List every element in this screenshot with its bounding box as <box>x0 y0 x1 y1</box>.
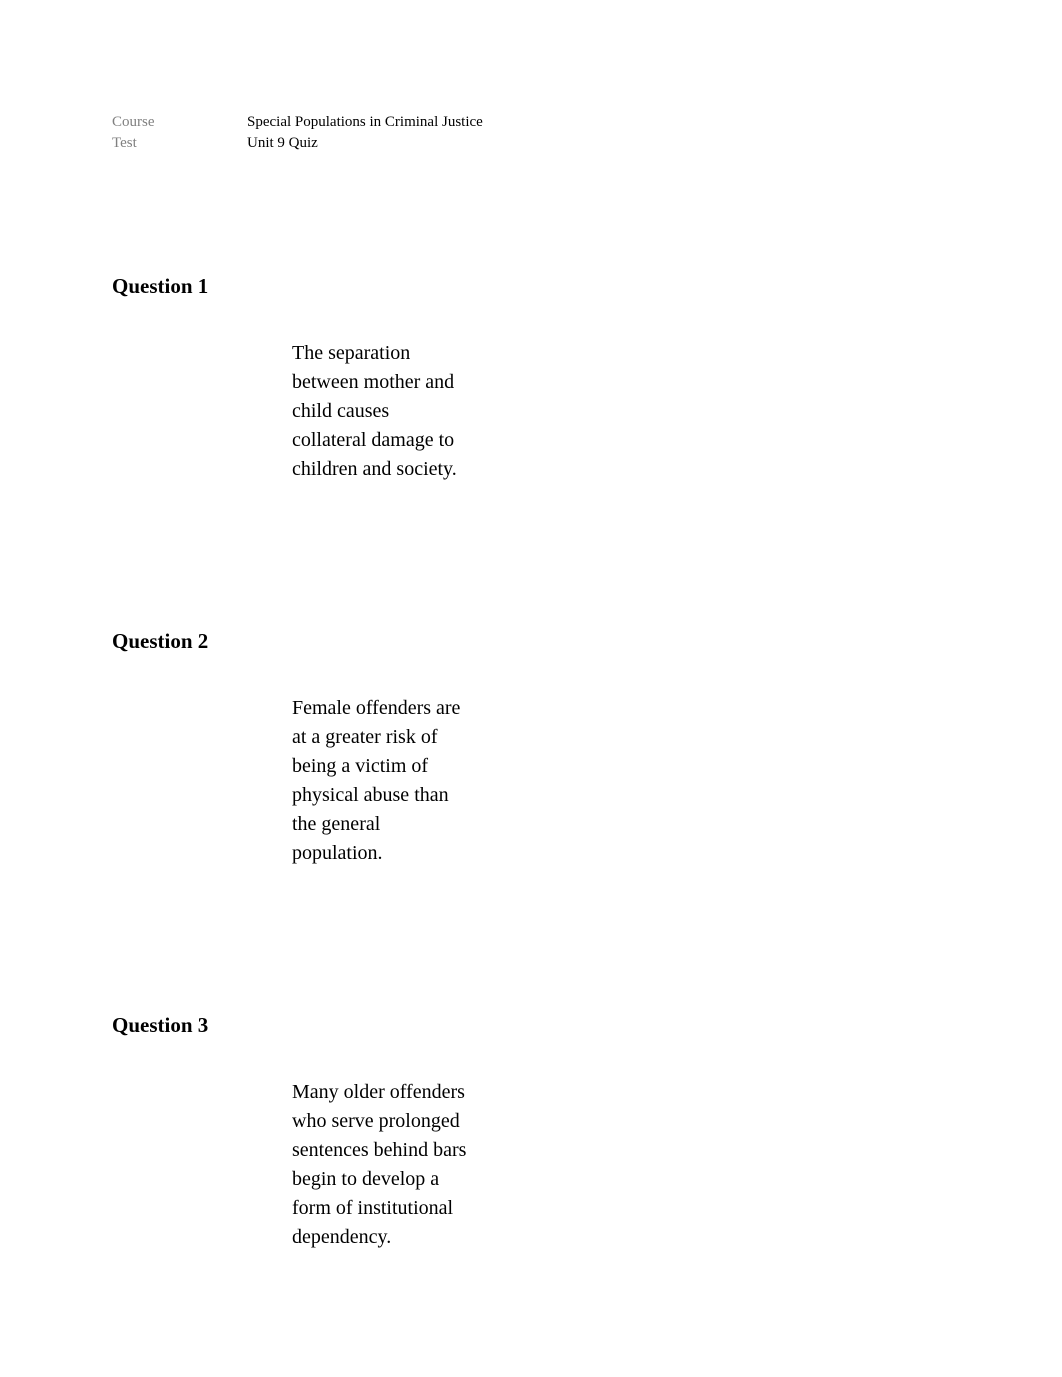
test-value: Unit 9 Quiz <box>247 133 318 154</box>
meta-row-course: Course Special Populations in Criminal J… <box>112 112 1062 133</box>
course-value: Special Populations in Criminal Justice <box>247 112 483 133</box>
meta-row-test: Test Unit 9 Quiz <box>112 133 1062 154</box>
question-text: Many older offenders who serve prolonged… <box>292 1078 467 1252</box>
question-block-1: Question 1 The separation between mother… <box>112 274 1062 484</box>
meta-table: Course Special Populations in Criminal J… <box>112 112 1062 154</box>
question-text: Female offenders are at a greater risk o… <box>292 694 467 868</box>
question-heading: Question 3 <box>112 1013 1062 1038</box>
test-label: Test <box>112 133 247 154</box>
course-label: Course <box>112 112 247 133</box>
question-heading: Question 1 <box>112 274 1062 299</box>
question-block-2: Question 2 Female offenders are at a gre… <box>112 629 1062 868</box>
question-text: The separation between mother and child … <box>292 339 467 484</box>
question-heading: Question 2 <box>112 629 1062 654</box>
question-block-3: Question 3 Many older offenders who serv… <box>112 1013 1062 1252</box>
